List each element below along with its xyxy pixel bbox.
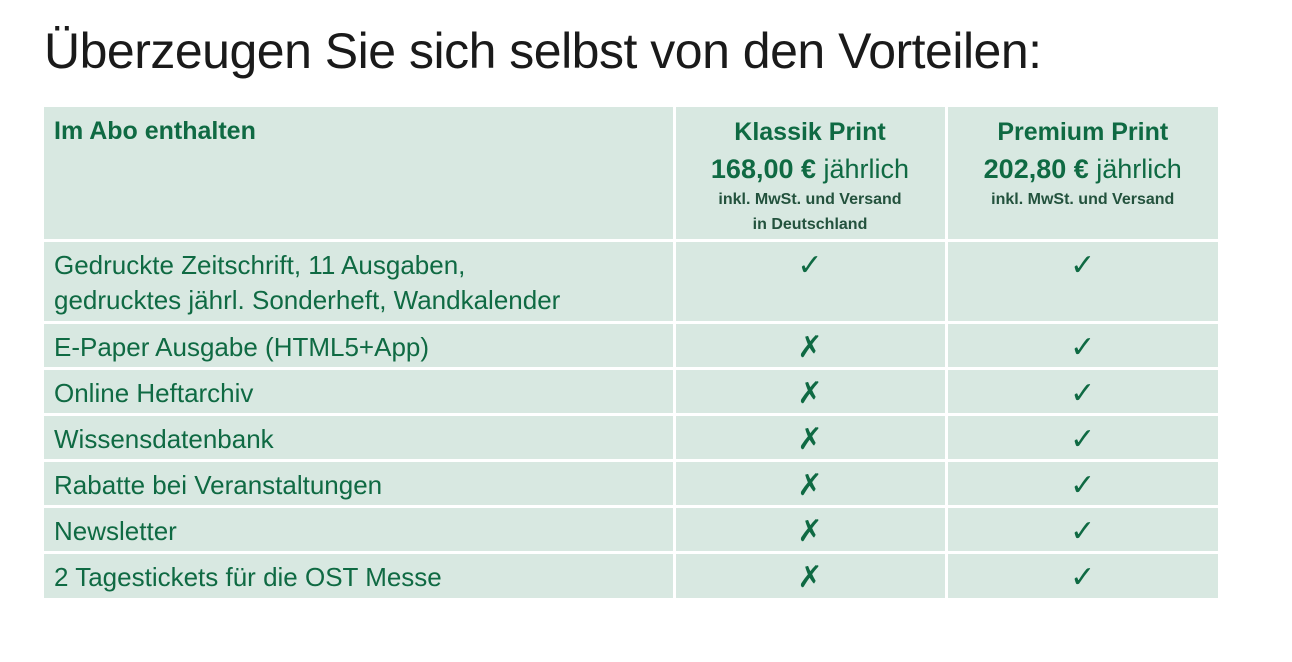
feature-column-header: Im Abo enthalten (44, 107, 676, 242)
plan-name: Klassik Print (734, 118, 886, 146)
cross-icon: ✗ (672, 412, 948, 462)
cross-icon: ✗ (672, 366, 948, 416)
plan-note: inkl. MwSt. und Versand (991, 191, 1175, 208)
table-row: Newsletter ✗ ✓ (44, 504, 1218, 554)
plan-price: 168,00 € (710, 154, 817, 184)
check-icon: ✓ (672, 238, 948, 324)
plan-note: in Deutschland (752, 216, 868, 233)
cross-icon: ✗ (672, 550, 948, 598)
check-icon: ✓ (944, 238, 1218, 324)
check-icon: ✓ (944, 458, 1218, 508)
check-icon: ✓ (944, 320, 1218, 370)
plan-period: jährlich (823, 154, 910, 184)
table-row: Online Heftarchiv ✗ ✓ (44, 366, 1218, 416)
check-icon: ✓ (944, 412, 1218, 462)
feature-label: Rabatte bei Veranstaltungen (44, 458, 676, 508)
feature-cell: Gedruckte Zeitschrift, 11 Ausgaben, gedr… (44, 238, 676, 324)
comparison-table: Im Abo enthalten Klassik Print 168,00 € … (44, 107, 1218, 598)
feature-label: Wissensdatenbank (44, 412, 676, 462)
plan-note: inkl. MwSt. und Versand (718, 191, 902, 208)
feature-label: E-Paper Ausgabe (HTML5+App) (44, 320, 676, 370)
table-row: Rabatte bei Veranstaltungen ✗ ✓ (44, 458, 1218, 508)
cross-icon: ✗ (672, 504, 948, 554)
feature-label: Online Heftarchiv (44, 366, 676, 416)
plan-header-klassik: Klassik Print 168,00 € jährlich inkl. Mw… (672, 107, 948, 242)
cross-icon: ✗ (672, 458, 948, 508)
table-header-row: Im Abo enthalten Klassik Print 168,00 € … (44, 107, 1219, 242)
feature-label: 2 Tagestickets für die OST Messe (44, 550, 676, 598)
page-title: Überzeugen Sie sich selbst von den Vorte… (44, 23, 1042, 79)
table-row: Wissensdatenbank ✗ ✓ (44, 412, 1218, 462)
table-row: E-Paper Ausgabe (HTML5+App) ✗ ✓ (44, 320, 1218, 370)
plan-period: jährlich (1096, 154, 1182, 184)
check-icon: ✓ (944, 550, 1218, 598)
check-icon: ✓ (944, 366, 1218, 416)
feature-label: gedrucktes jährl. Sonderheft, Wandkalend… (54, 284, 561, 315)
plan-price-line: 168,00 € jährlich (676, 151, 945, 187)
plan-header-premium: Premium Print 202,80 € jährlich inkl. Mw… (944, 107, 1219, 242)
feature-label: Newsletter (44, 504, 676, 554)
plan-price-line: 202,80 € jährlich (948, 151, 1219, 187)
plan-name: Premium Print (997, 118, 1169, 146)
table-row: Gedruckte Zeitschrift, 11 Ausgaben, gedr… (44, 238, 1218, 324)
table-row: 2 Tagestickets für die OST Messe ✗ ✓ (44, 550, 1218, 598)
feature-label: Gedruckte Zeitschrift, 11 Ausgaben, (54, 249, 466, 280)
cross-icon: ✗ (672, 320, 948, 370)
plan-price: 202,80 € (983, 154, 1089, 184)
check-icon: ✓ (944, 504, 1218, 554)
